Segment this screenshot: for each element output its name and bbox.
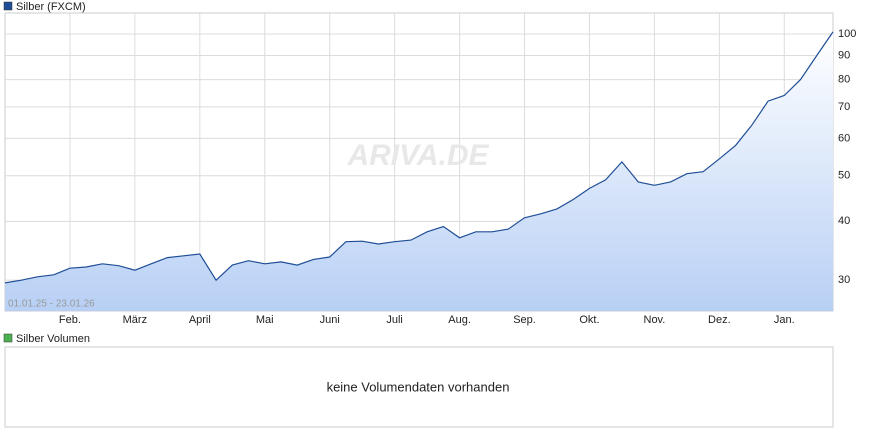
x-tick-label: Feb. (59, 314, 81, 326)
y-tick-label: 50 (838, 170, 850, 182)
y-tick-label: 90 (838, 49, 850, 61)
x-tick-label: Okt. (579, 314, 599, 326)
price-line (4, 31, 834, 284)
volume-frame (4, 346, 834, 428)
volume-title: Silber Volumen (16, 333, 90, 345)
chart-title: Silber (FXCM) (16, 1, 86, 13)
y-tick-label: 60 (838, 132, 850, 144)
x-tick-label: März (123, 314, 147, 326)
y-tick-label: 80 (838, 74, 850, 86)
volume-message: keine Volumendaten vorhanden (327, 379, 510, 394)
x-tick-label: Jan. (774, 314, 795, 326)
x-tick-label: Sep. (513, 314, 536, 326)
x-tick-label: Juli (386, 314, 403, 326)
legend-swatch (3, 1, 13, 11)
x-tick-label: Mai (256, 314, 274, 326)
x-tick-label: Nov. (644, 314, 666, 326)
date-range: 01.01.25 - 23.01.26 (8, 299, 95, 310)
y-tick-label: 30 (838, 274, 850, 286)
x-tick-label: Juni (320, 314, 340, 326)
y-tick-label: 100 (838, 28, 856, 40)
area (5, 31, 833, 312)
x-tick-label: Dez. (708, 314, 731, 326)
x-tick-label: April (189, 314, 211, 326)
watermark: ARIVA.DE (346, 139, 489, 172)
legend-swatch (3, 333, 13, 343)
y-tick-label: 40 (838, 215, 850, 227)
x-tick-label: Aug. (448, 314, 471, 326)
y-tick-label: 70 (838, 101, 850, 113)
